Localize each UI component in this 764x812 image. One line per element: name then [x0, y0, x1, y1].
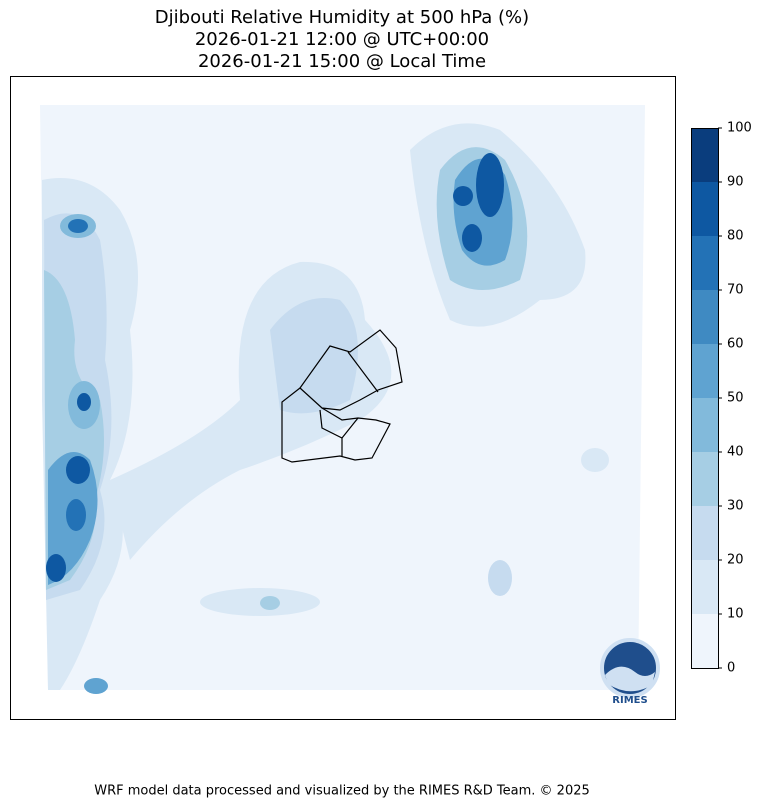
colorbar-segment — [691, 128, 718, 182]
logo-text: RIMES — [612, 695, 647, 706]
colorbar: 0 10 20 30 40 50 60 70 80 90 100 — [691, 121, 752, 676]
colorbar-tick-label: 20 — [727, 553, 744, 568]
title-line: 2026-01-21 15:00 @ Local Time — [198, 51, 486, 72]
colorbar-segment — [691, 506, 718, 560]
field — [77, 393, 91, 411]
colorbar-tick-label: 50 — [727, 391, 744, 406]
colorbar-tick-label: 60 — [727, 337, 744, 352]
colorbar-segment — [691, 560, 718, 614]
field — [200, 588, 320, 616]
colorbar-tick-label: 30 — [727, 499, 744, 514]
colorbar-segment — [691, 398, 718, 452]
field — [462, 224, 482, 252]
border — [281, 329, 403, 463]
logo: RIMES — [600, 638, 660, 706]
title-line: 2026-01-21 12:00 @ UTC+00:00 — [195, 29, 489, 50]
colorbar-tick-label: 100 — [727, 121, 752, 136]
colorbar-segment — [691, 236, 718, 290]
colorbar-tick-label: 40 — [727, 445, 744, 460]
field — [66, 456, 90, 484]
field — [84, 678, 108, 694]
colorbar-tick-label: 10 — [727, 607, 744, 622]
colorbar-tick-label: 0 — [727, 661, 735, 676]
colorbar-segment — [691, 614, 718, 668]
colorbar-segment — [691, 344, 718, 398]
colorbar-segment — [691, 290, 718, 344]
field — [453, 186, 473, 206]
map: RIMES — [10, 76, 676, 720]
field — [488, 560, 512, 596]
colorbar-tick-label: 70 — [727, 283, 744, 298]
field — [68, 219, 88, 233]
colorbar-segment — [691, 452, 718, 506]
colorbar-tick-label: 90 — [727, 175, 744, 190]
title-line: Djibouti Relative Humidity at 500 hPa (%… — [155, 7, 529, 28]
field — [46, 554, 66, 582]
field — [270, 298, 358, 414]
field — [476, 153, 504, 217]
footer: WRF model data processed and visualized … — [94, 784, 590, 799]
field — [260, 596, 280, 610]
colorbar-segment — [691, 182, 718, 236]
field — [581, 448, 609, 472]
colorbar-tick-label: 80 — [727, 229, 744, 244]
field — [66, 499, 86, 531]
